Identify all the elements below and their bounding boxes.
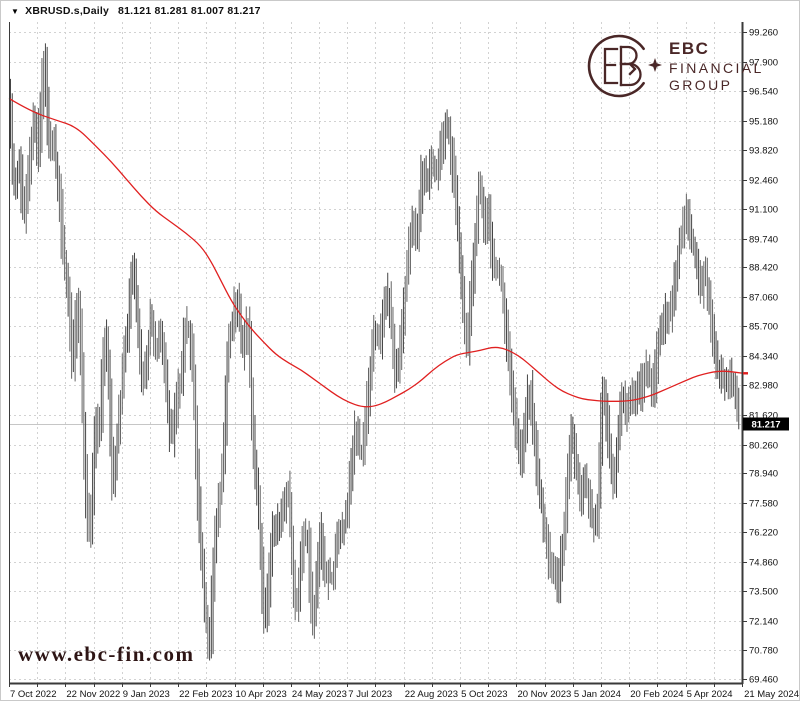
svg-text:95.180: 95.180 [749, 117, 778, 128]
current-price-marker: 81.217 [743, 417, 789, 431]
svg-text:5 Apr 2024: 5 Apr 2024 [687, 689, 733, 700]
svg-text:7 Oct 2022: 7 Oct 2022 [10, 689, 56, 700]
grid-lines [9, 22, 742, 683]
svg-text:70.780: 70.780 [749, 646, 778, 657]
price-axis[interactable]: 99.260 97.900 96.540 95.180 93.820 92.460 91.1… [743, 28, 778, 686]
svg-text:73.500: 73.500 [749, 587, 778, 598]
svg-text:74.860: 74.860 [749, 558, 778, 569]
date-axis[interactable]: 7 Oct 2022 22 Nov 2022 9 Jan 2023 22 Feb 20… [9, 684, 800, 700]
svg-text:78.940: 78.940 [749, 469, 778, 480]
svg-text:21 May 2024: 21 May 2024 [744, 689, 799, 700]
svg-text:22 Feb 2023: 22 Feb 2023 [179, 689, 232, 700]
svg-text:9 Jan 2023: 9 Jan 2023 [123, 689, 170, 700]
chart-title-bar: ▼ XBRUSD.s,Daily 81.121 81.281 81.007 81… [11, 4, 261, 18]
svg-text:22 Nov 2022: 22 Nov 2022 [66, 689, 120, 700]
ma-line [8, 97, 743, 408]
svg-text:89.740: 89.740 [749, 235, 778, 246]
svg-text:88.420: 88.420 [749, 263, 778, 274]
svg-text:69.460: 69.460 [749, 675, 778, 686]
svg-text:81.217: 81.217 [751, 420, 780, 431]
symbol-period-label: XBRUSD.s,Daily [25, 5, 110, 17]
svg-text:7 Jul 2023: 7 Jul 2023 [348, 689, 392, 700]
svg-text:20 Nov 2023: 20 Nov 2023 [517, 689, 571, 700]
svg-text:22 Aug 2023: 22 Aug 2023 [405, 689, 458, 700]
svg-text:97.900: 97.900 [749, 58, 778, 69]
svg-text:10 Apr 2023: 10 Apr 2023 [236, 689, 287, 700]
svg-text:81.620: 81.620 [749, 411, 778, 422]
watermark-url: www.ebc-fin.com [18, 642, 195, 666]
chart-dropdown-icon[interactable]: ▼ [11, 6, 20, 16]
svg-text:80.260: 80.260 [749, 441, 778, 452]
svg-text:20 Feb 2024: 20 Feb 2024 [630, 689, 683, 700]
svg-text:91.100: 91.100 [749, 205, 778, 216]
svg-text:5 Oct 2023: 5 Oct 2023 [461, 689, 507, 700]
ohlc-values: 81.121 81.281 81.007 81.217 [118, 5, 261, 17]
svg-text:93.820: 93.820 [749, 146, 778, 157]
svg-text:84.340: 84.340 [749, 352, 778, 363]
svg-text:85.700: 85.700 [749, 322, 778, 333]
svg-text:5 Jan 2024: 5 Jan 2024 [574, 689, 621, 700]
svg-text:77.580: 77.580 [749, 499, 778, 510]
svg-text:92.460: 92.460 [749, 176, 778, 187]
svg-text:76.220: 76.220 [749, 528, 778, 539]
svg-text:72.140: 72.140 [749, 617, 778, 628]
svg-text:24 May 2023: 24 May 2023 [292, 689, 347, 700]
chart-frame [9, 22, 744, 685]
svg-text:99.260: 99.260 [749, 28, 778, 39]
svg-text:82.980: 82.980 [749, 381, 778, 392]
svg-text:96.540: 96.540 [749, 87, 778, 98]
svg-text:87.060: 87.060 [749, 293, 778, 304]
price-bars [10, 43, 740, 661]
